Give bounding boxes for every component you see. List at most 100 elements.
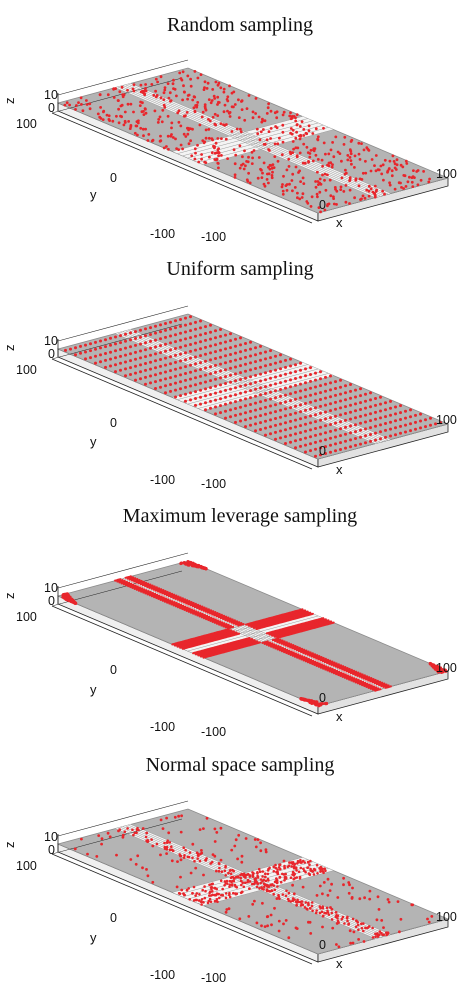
sample-point: [404, 185, 408, 188]
sample-point: [262, 128, 265, 131]
z-axis-label: z: [2, 98, 17, 105]
sample-point: [219, 122, 223, 125]
sample-point: [154, 89, 158, 93]
sample-point: [129, 345, 132, 349]
sample-point: [172, 87, 175, 90]
sample-point: [359, 394, 362, 398]
sample-point: [189, 77, 193, 81]
sample-point: [314, 180, 317, 183]
sample-point: [214, 343, 217, 347]
sample-point: [319, 370, 322, 374]
sample-point: [69, 347, 72, 351]
sample-point: [278, 641, 281, 645]
sample-point: [217, 100, 220, 104]
sample-point: [303, 656, 306, 659]
y-axis-line: [51, 818, 183, 855]
sample-point: [398, 930, 401, 934]
sample-point: [271, 166, 275, 170]
sample-point: [154, 592, 157, 596]
sample-point: [199, 388, 202, 392]
sample-point: [184, 351, 187, 355]
sample-point: [255, 127, 259, 131]
sample-point: [203, 160, 207, 164]
sample-point: [350, 162, 353, 166]
sample-point: [145, 831, 149, 835]
sample-point: [251, 875, 255, 878]
sample-point: [264, 872, 267, 875]
sample-point: [326, 163, 329, 167]
sample-point: [184, 344, 187, 348]
sample-point: [349, 672, 352, 675]
y-axis-line: [51, 323, 183, 360]
sample-point: [204, 338, 207, 342]
sample-point: [342, 672, 345, 675]
sample-point: [310, 901, 314, 904]
sample-point: [63, 103, 67, 107]
sample-point: [225, 123, 228, 126]
sample-point: [201, 139, 205, 143]
sample-point: [84, 350, 87, 354]
sample-point: [159, 96, 163, 100]
sample-point: [234, 344, 237, 348]
sample-point: [219, 348, 222, 352]
sample-point: [274, 382, 277, 386]
y-axis-label: y: [90, 930, 97, 945]
sample-point: [312, 147, 316, 151]
sample-point: [269, 164, 273, 167]
sample-point: [191, 842, 195, 846]
sample-point: [373, 184, 377, 188]
sample-point: [299, 368, 302, 372]
sample-point: [194, 564, 198, 568]
sample-point: [229, 332, 232, 336]
sample-point: [246, 880, 249, 884]
sample-point: [316, 170, 319, 174]
sample-point: [339, 378, 342, 382]
sample-point: [260, 887, 264, 890]
sample-point: [350, 138, 354, 142]
sample-point: [194, 334, 197, 338]
sample-point: [349, 675, 352, 678]
sample-point: [224, 388, 227, 392]
sample-point: [263, 142, 267, 146]
sample-point: [361, 194, 365, 198]
sample-point: [197, 611, 200, 614]
sample-point: [119, 368, 122, 372]
sample-point: [309, 611, 312, 614]
sample-point: [269, 913, 273, 917]
sample-point: [297, 650, 300, 653]
sample-point: [121, 93, 125, 96]
sample-point: [311, 870, 315, 873]
sample-point: [79, 344, 82, 348]
sample-point: [156, 80, 160, 84]
sample-point: [243, 118, 247, 122]
sample-point: [378, 930, 382, 933]
sample-point: [336, 666, 339, 669]
sample-point: [204, 859, 207, 862]
sample-point: [249, 347, 252, 351]
sample-point: [244, 425, 247, 429]
sample-point: [84, 343, 87, 347]
sample-point: [314, 660, 317, 663]
sample-point: [314, 378, 317, 382]
sample-point: [217, 154, 221, 158]
sample-point: [219, 620, 222, 623]
sample-point: [269, 425, 272, 429]
back-frame-line: [57, 305, 189, 342]
sample-point: [284, 647, 287, 651]
sample-point: [360, 926, 364, 930]
sample-point: [304, 381, 307, 385]
sample-point: [207, 98, 211, 101]
z-tick-top: 10: [44, 581, 58, 595]
sample-point: [427, 920, 431, 924]
sample-point: [347, 891, 351, 895]
sample-point: [333, 186, 337, 189]
sample-point: [309, 379, 312, 383]
sample-point: [301, 161, 305, 165]
sample-point: [182, 90, 186, 94]
sample-point: [211, 115, 215, 119]
sample-point: [159, 323, 162, 327]
sample-point: [269, 376, 272, 380]
sample-point: [244, 355, 247, 359]
back-frame-line: [57, 59, 189, 96]
sample-point: [294, 418, 297, 422]
